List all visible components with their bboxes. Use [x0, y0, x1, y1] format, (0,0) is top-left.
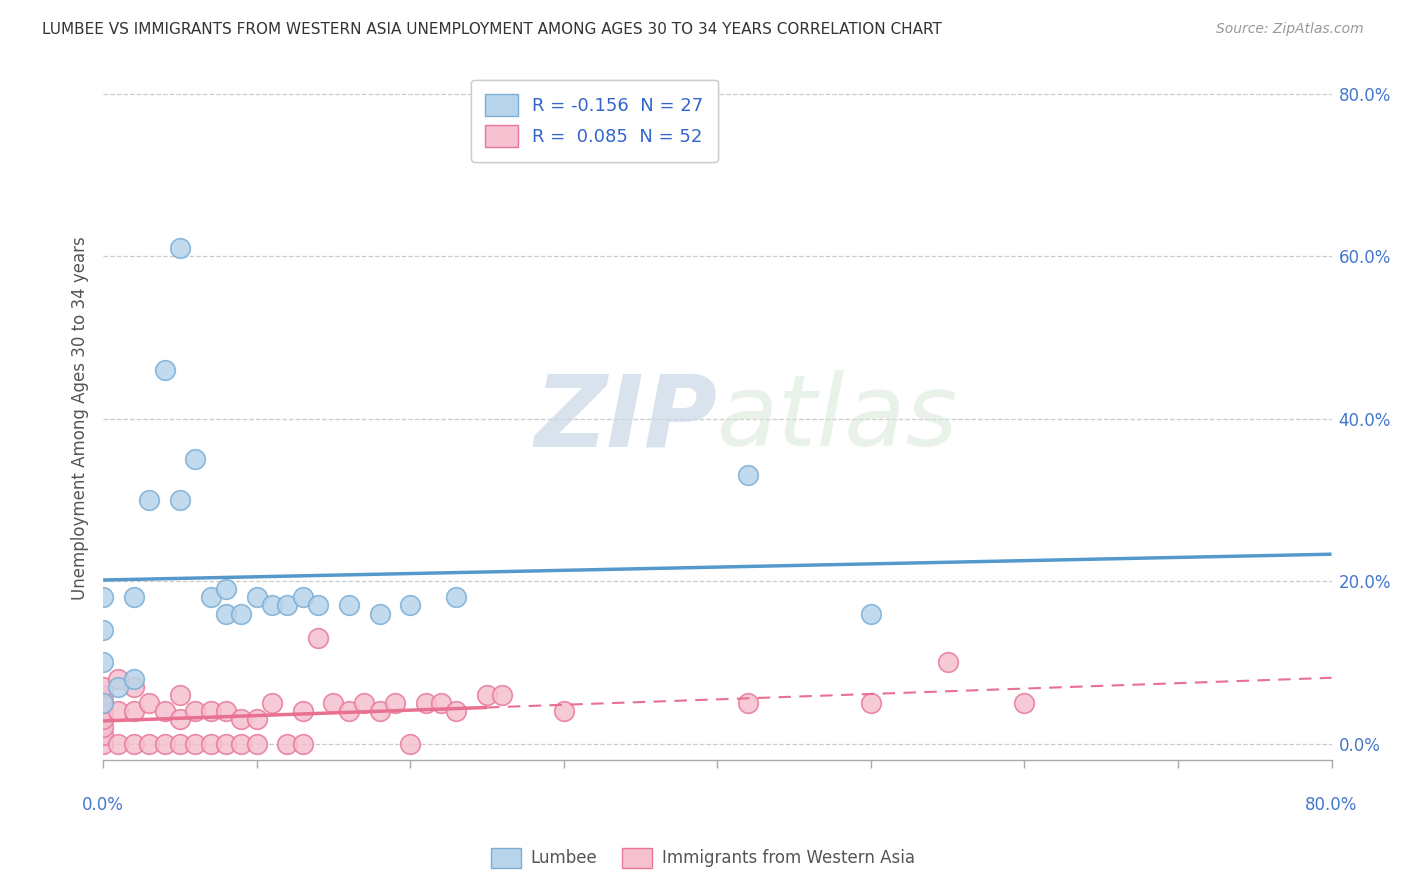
- Point: [475, 688, 498, 702]
- Point: [91, 591, 114, 605]
- Point: [107, 704, 129, 718]
- Point: [184, 737, 207, 751]
- Point: [384, 696, 406, 710]
- Point: [307, 631, 329, 645]
- Point: [184, 704, 207, 718]
- Point: [169, 712, 191, 726]
- Point: [169, 492, 191, 507]
- Point: [859, 696, 882, 710]
- Point: [91, 728, 114, 742]
- Point: [246, 737, 269, 751]
- Point: [91, 655, 114, 669]
- Text: 80.0%: 80.0%: [1305, 797, 1358, 814]
- Point: [859, 607, 882, 621]
- Point: [122, 591, 145, 605]
- Point: [291, 704, 314, 718]
- Point: [107, 737, 129, 751]
- Point: [91, 712, 114, 726]
- Y-axis label: Unemployment Among Ages 30 to 34 years: Unemployment Among Ages 30 to 34 years: [72, 236, 89, 600]
- Point: [91, 696, 114, 710]
- Point: [200, 591, 222, 605]
- Point: [276, 599, 298, 613]
- Point: [184, 452, 207, 467]
- Legend: R = -0.156  N = 27, R =  0.085  N = 52: R = -0.156 N = 27, R = 0.085 N = 52: [471, 79, 718, 161]
- Point: [91, 720, 114, 734]
- Point: [430, 696, 453, 710]
- Point: [153, 363, 176, 377]
- Point: [153, 704, 176, 718]
- Point: [737, 696, 759, 710]
- Point: [200, 737, 222, 751]
- Text: 0.0%: 0.0%: [82, 797, 124, 814]
- Point: [215, 737, 238, 751]
- Legend: Lumbee, Immigrants from Western Asia: Lumbee, Immigrants from Western Asia: [484, 841, 922, 875]
- Point: [169, 737, 191, 751]
- Point: [553, 704, 575, 718]
- Point: [415, 696, 437, 710]
- Point: [91, 704, 114, 718]
- Point: [337, 599, 360, 613]
- Text: ZIP: ZIP: [534, 370, 717, 467]
- Point: [260, 599, 283, 613]
- Point: [91, 737, 114, 751]
- Point: [260, 696, 283, 710]
- Point: [122, 672, 145, 686]
- Point: [138, 737, 160, 751]
- Point: [122, 704, 145, 718]
- Point: [91, 696, 114, 710]
- Point: [291, 591, 314, 605]
- Point: [138, 696, 160, 710]
- Point: [215, 607, 238, 621]
- Point: [337, 704, 360, 718]
- Point: [215, 704, 238, 718]
- Point: [215, 582, 238, 597]
- Point: [307, 599, 329, 613]
- Point: [368, 704, 391, 718]
- Point: [353, 696, 375, 710]
- Point: [231, 712, 253, 726]
- Point: [91, 680, 114, 694]
- Point: [231, 607, 253, 621]
- Point: [446, 591, 468, 605]
- Point: [200, 704, 222, 718]
- Point: [169, 241, 191, 255]
- Point: [91, 623, 114, 637]
- Point: [399, 737, 422, 751]
- Point: [737, 468, 759, 483]
- Point: [936, 655, 959, 669]
- Point: [368, 607, 391, 621]
- Point: [107, 672, 129, 686]
- Point: [138, 492, 160, 507]
- Text: LUMBEE VS IMMIGRANTS FROM WESTERN ASIA UNEMPLOYMENT AMONG AGES 30 TO 34 YEARS CO: LUMBEE VS IMMIGRANTS FROM WESTERN ASIA U…: [42, 22, 942, 37]
- Point: [276, 737, 298, 751]
- Point: [399, 599, 422, 613]
- Point: [122, 737, 145, 751]
- Point: [231, 737, 253, 751]
- Point: [1014, 696, 1036, 710]
- Point: [291, 737, 314, 751]
- Point: [91, 688, 114, 702]
- Point: [491, 688, 513, 702]
- Point: [246, 591, 269, 605]
- Text: atlas: atlas: [717, 370, 959, 467]
- Point: [246, 712, 269, 726]
- Point: [107, 680, 129, 694]
- Point: [169, 688, 191, 702]
- Text: Source: ZipAtlas.com: Source: ZipAtlas.com: [1216, 22, 1364, 37]
- Point: [446, 704, 468, 718]
- Point: [322, 696, 344, 710]
- Point: [122, 680, 145, 694]
- Point: [153, 737, 176, 751]
